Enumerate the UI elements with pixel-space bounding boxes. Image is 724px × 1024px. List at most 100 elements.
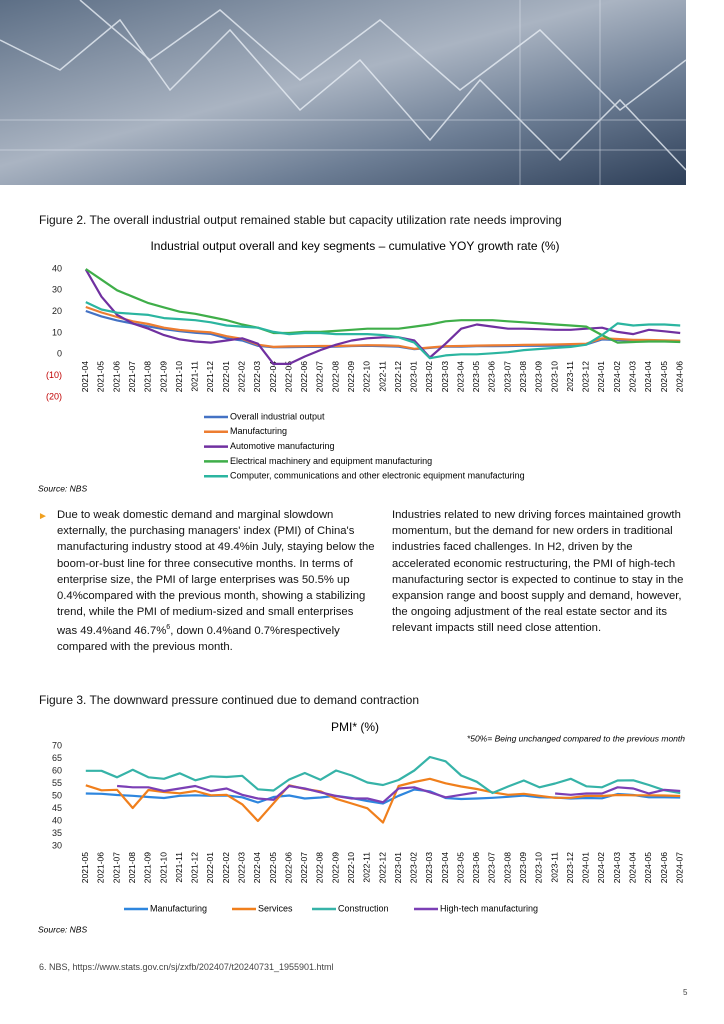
- x-tick-label: 2022-12: [393, 361, 403, 392]
- x-tick-label: 2024-03: [612, 852, 622, 883]
- x-tick-label: 2022-09: [330, 852, 340, 883]
- chart-title: PMI* (%): [331, 720, 379, 734]
- page-number: 5: [683, 988, 688, 997]
- y-tick-label: 10: [52, 327, 62, 337]
- x-tick-label: 2023-01: [393, 852, 403, 883]
- x-tick-label: 2022-08: [315, 852, 325, 883]
- legend-label: Construction: [338, 903, 389, 913]
- series-line: [85, 301, 681, 360]
- series-line: [85, 268, 681, 344]
- x-tick-label: 2022-03: [236, 852, 246, 883]
- x-tick-label: 2021-10: [174, 361, 184, 392]
- x-tick-label: 2023-09: [534, 361, 544, 392]
- x-tick-label: 2023-06: [471, 852, 481, 883]
- x-tick-label: 2021-08: [143, 361, 153, 392]
- series-line: [85, 788, 681, 805]
- y-tick-label: (20): [46, 391, 62, 401]
- x-tick-label: 2023-03: [440, 361, 450, 392]
- series-line: [117, 784, 681, 804]
- legend-label: Electrical machinery and equipment manuf…: [230, 456, 432, 466]
- x-tick-label: 2022-09: [346, 361, 356, 392]
- x-tick-label: 2022-07: [315, 361, 325, 392]
- x-tick-label: 2023-01: [409, 361, 419, 392]
- x-tick-label: 2022-01: [205, 852, 215, 883]
- x-tick-label: 2022-11: [377, 361, 387, 392]
- x-tick-label: 2024-02: [612, 361, 622, 392]
- x-tick-label: 2021-10: [158, 852, 168, 883]
- x-tick-label: 2021-11: [190, 361, 200, 392]
- x-tick-label: 2024-07: [674, 852, 684, 883]
- footnote: 6. NBS, https://www.stats.gov.cn/sj/zxfb…: [39, 962, 334, 972]
- series-line: [85, 777, 681, 824]
- legend-label: High-tech manufacturing: [440, 903, 538, 913]
- x-tick-label: 2023-04: [440, 852, 450, 883]
- x-tick-label: 2024-04: [628, 852, 638, 883]
- x-tick-label: 2022-01: [221, 361, 231, 392]
- chart-source: Source: NBS: [38, 483, 87, 493]
- x-tick-label: 2021-08: [127, 852, 137, 883]
- x-tick-label: 2022-05: [268, 852, 278, 883]
- header-image: [0, 0, 686, 185]
- figure-caption: Figure 2. The overall industrial output …: [39, 213, 562, 227]
- legend-label: Manufacturing: [230, 426, 287, 436]
- x-tick-label: 2024-01: [596, 361, 606, 392]
- y-tick-label: 40: [52, 815, 62, 825]
- x-tick-label: 2021-06: [111, 361, 121, 392]
- y-tick-label: 0: [57, 349, 62, 359]
- x-tick-label: 2023-03: [424, 852, 434, 883]
- y-tick-label: 30: [52, 285, 62, 295]
- x-tick-label: 2023-11: [565, 361, 575, 392]
- paragraph: Due to weak domestic demand and marginal…: [57, 507, 375, 656]
- y-tick-label: 40: [52, 263, 62, 273]
- x-tick-label: 2021-07: [111, 852, 121, 883]
- x-tick-label: 2022-06: [299, 361, 309, 392]
- x-tick-label: 2024-06: [659, 852, 669, 883]
- x-tick-label: 2021-09: [158, 361, 168, 392]
- x-tick-label: 2022-02: [236, 361, 246, 392]
- x-tick-label: 2023-05: [455, 852, 465, 883]
- x-tick-label: 2022-06: [283, 852, 293, 883]
- y-tick-label: 50: [52, 790, 62, 800]
- x-tick-label: 2022-08: [330, 361, 340, 392]
- x-tick-label: 2022-04: [268, 361, 278, 392]
- x-tick-label: 2024-01: [581, 852, 591, 883]
- legend-label: Overall industrial output: [230, 411, 325, 421]
- y-tick-label: 60: [52, 765, 62, 775]
- series-line: [85, 305, 681, 350]
- x-tick-label: 2023-06: [487, 361, 497, 392]
- x-tick-label: 2022-10: [362, 361, 372, 392]
- x-tick-label: 2023-05: [471, 361, 481, 392]
- chart-note: *50%= Being unchanged compared to the pr…: [467, 733, 685, 743]
- header-decoration: [0, 0, 687, 185]
- y-tick-label: (10): [46, 370, 62, 380]
- x-tick-label: 2022-12: [377, 852, 387, 883]
- bullet: ►: [38, 511, 48, 522]
- x-tick-label: 2023-10: [549, 361, 559, 392]
- x-tick-label: 2024-04: [643, 361, 653, 392]
- x-tick-label: 2021-07: [127, 361, 137, 392]
- x-tick-label: 2023-04: [455, 361, 465, 392]
- y-tick-label: 70: [52, 740, 62, 750]
- x-tick-label: 2022-04: [252, 852, 262, 883]
- x-tick-label: 2021-04: [80, 361, 90, 392]
- figure-caption: Figure 3. The downward pressure continue…: [39, 693, 420, 707]
- x-tick-label: 2022-05: [283, 361, 293, 392]
- x-tick-label: 2021-05: [80, 852, 90, 883]
- x-tick-label: 2022-11: [362, 852, 372, 883]
- chart-title: Industrial output overall and key segmen…: [150, 239, 559, 253]
- x-tick-label: 2023-02: [424, 361, 434, 392]
- legend-label: Services: [258, 903, 293, 913]
- legend-label: Computer, communications and other elect…: [230, 471, 525, 481]
- x-tick-label: 2024-05: [643, 852, 653, 883]
- chart-source: Source: NBS: [38, 924, 87, 934]
- y-tick-label: 35: [52, 828, 62, 838]
- x-tick-label: 2022-03: [252, 361, 262, 392]
- paragraph-text: Due to weak domestic demand and marginal…: [57, 509, 375, 638]
- x-tick-label: 2024-06: [674, 361, 684, 392]
- x-tick-label: 2023-02: [409, 852, 419, 883]
- x-tick-label: 2021-11: [174, 852, 184, 883]
- charts: Industrial output overall and key segmen…: [38, 239, 685, 934]
- legend-label: Automotive manufacturing: [230, 441, 335, 451]
- x-tick-label: 2022-02: [221, 852, 231, 883]
